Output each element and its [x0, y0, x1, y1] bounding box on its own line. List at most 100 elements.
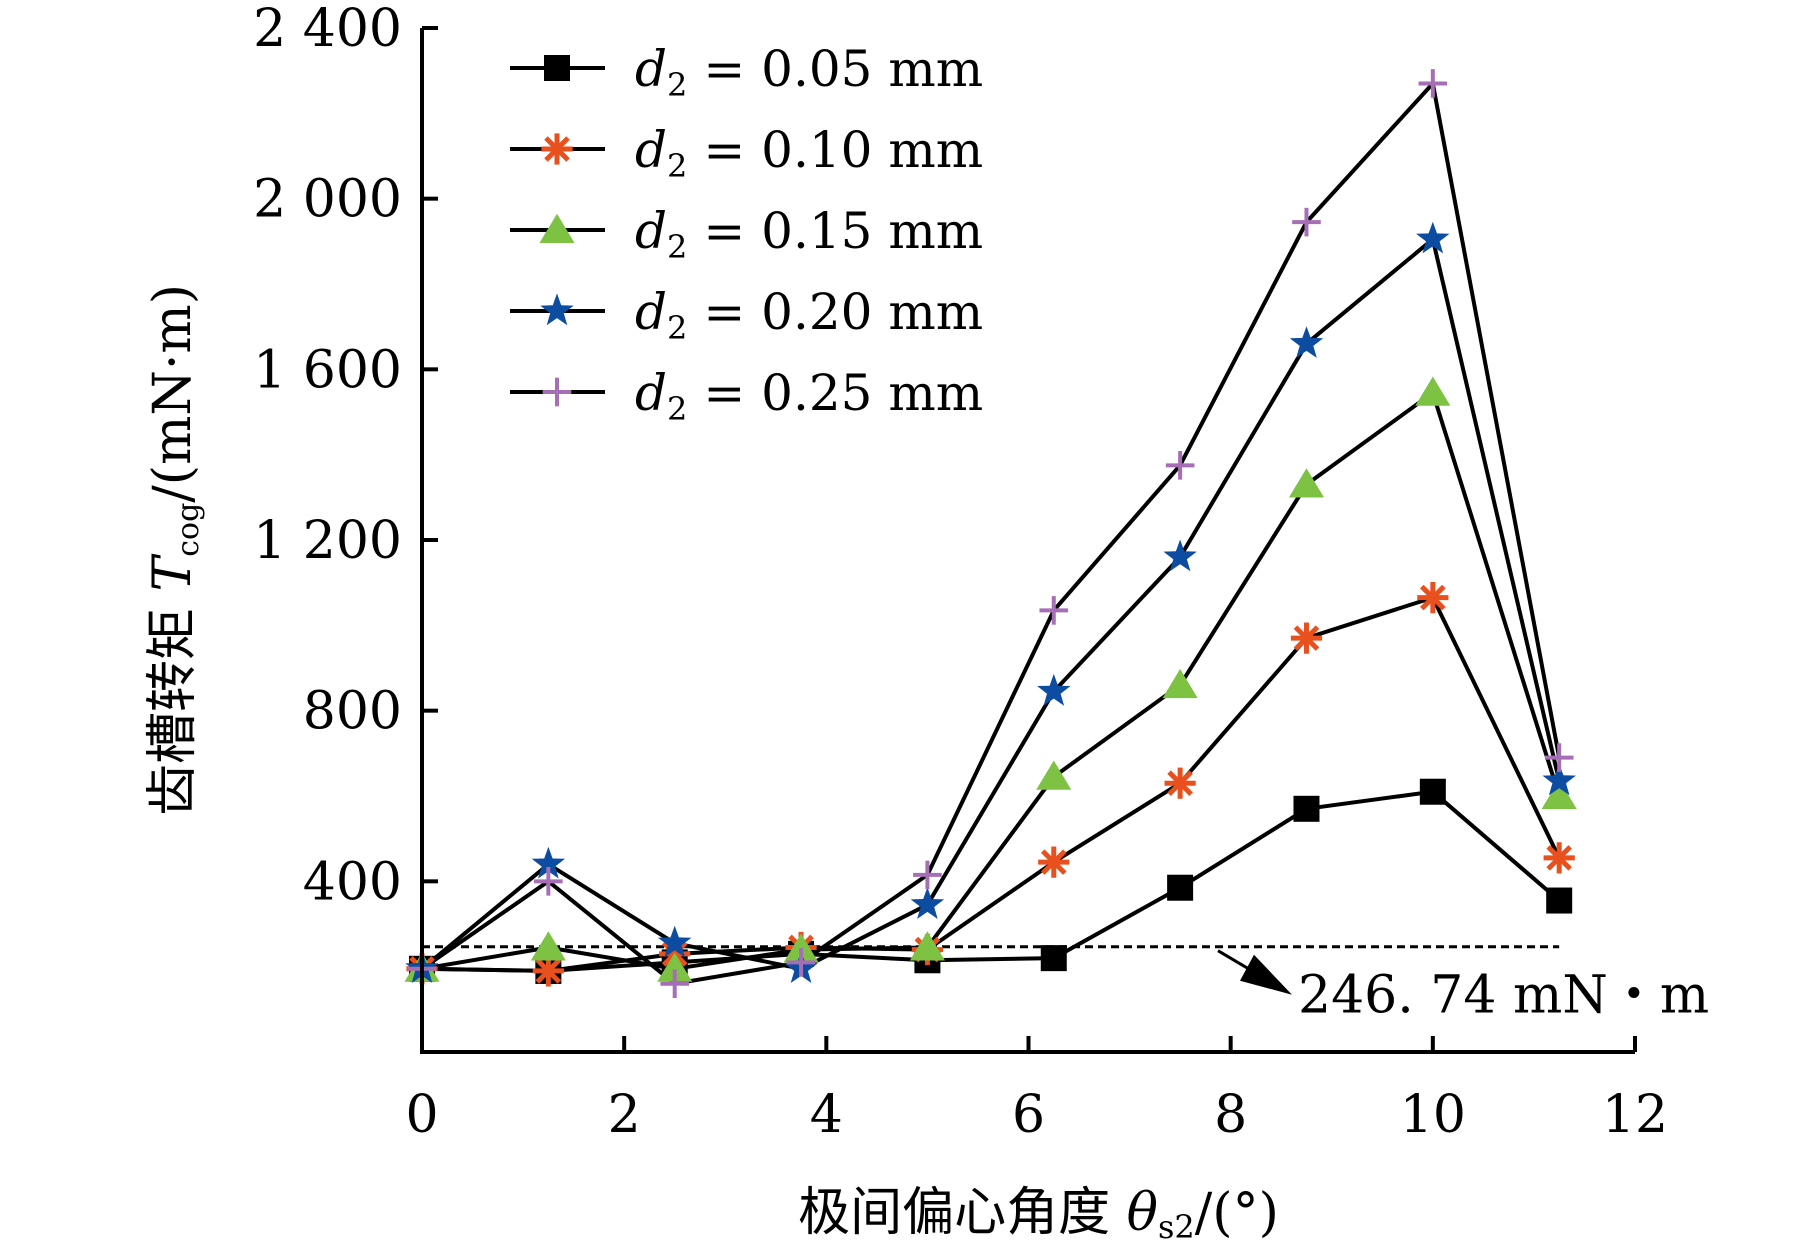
y-axis-title-symbol: T	[143, 553, 203, 591]
data-point-star	[1289, 326, 1324, 358]
x-tick-label: 4	[810, 1085, 843, 1145]
data-point-plus	[1039, 596, 1069, 625]
legend-label-subscript: 2	[667, 309, 687, 347]
legend-label-text: = 0.20 mm	[703, 283, 983, 341]
data-point-plus	[913, 860, 942, 890]
y-axis-title-subscript: cog	[171, 503, 206, 557]
legend-label-text: = 0.05 mm	[703, 40, 983, 98]
y-tick-label: 400	[303, 852, 402, 912]
y-axis-title: 齿槽转矩 Tcog/(mN·m)	[143, 284, 206, 816]
data-point-star	[1163, 539, 1197, 572]
x-tick-label: 8	[1214, 1085, 1247, 1145]
legend-label-subscript: 2	[667, 228, 687, 266]
asterisk-stroke	[1040, 849, 1067, 875]
legend-label-symbol: d	[635, 40, 667, 98]
legend-label-symbol: d	[635, 283, 667, 341]
asterisk-stroke	[1293, 625, 1320, 651]
data-point-triangle	[783, 933, 819, 963]
x-axis-title-prefix: 极间偏心角度	[798, 1183, 1127, 1243]
asterisk-stroke	[1546, 845, 1572, 871]
asterisk-stroke	[1420, 584, 1446, 611]
data-point-star	[531, 846, 565, 879]
x-tick-label: 2	[608, 1085, 641, 1145]
series-lines	[420, 81, 1562, 986]
legend-label: d2 = 0.25 mm	[635, 364, 983, 428]
reference-arrowhead	[1240, 954, 1292, 995]
legend-marker-plus	[542, 377, 572, 407]
data-point-star	[1542, 763, 1576, 796]
x-tick-label: 10	[1400, 1085, 1466, 1145]
data-point-triangle	[909, 931, 945, 961]
y-tick-label: 1 600	[253, 340, 402, 400]
data-point-square	[1293, 795, 1320, 822]
asterisk-stroke	[544, 136, 570, 162]
legend-label-subscript: 2	[667, 147, 687, 185]
data-point-square	[1167, 874, 1194, 901]
y-tick-label: 1 200	[253, 511, 402, 571]
series-markers	[404, 69, 1577, 999]
y-tick-label: 2 400	[253, 0, 402, 59]
data-point-star	[1416, 221, 1450, 254]
x-axis-title: 极间偏心角度 θs2/(°)	[798, 1183, 1279, 1246]
asterisk-stroke	[535, 958, 562, 984]
legend-label: d2 = 0.05 mm	[635, 40, 983, 104]
legend-label-symbol: d	[635, 364, 667, 422]
data-point-asterisk	[1417, 582, 1449, 614]
series-line-2	[421, 595, 1561, 973]
data-point-asterisk	[532, 955, 564, 987]
series-line-4	[420, 237, 1562, 971]
data-point-asterisk	[1543, 842, 1575, 874]
y-tick-label: 800	[303, 682, 402, 742]
legend-label-text: = 0.15 mm	[703, 202, 983, 260]
x-tick-label: 6	[1012, 1085, 1045, 1145]
data-point-asterisk	[1164, 767, 1196, 799]
data-point-star	[1037, 673, 1071, 706]
data-point-plus	[534, 867, 563, 896]
x-axis-title-symbol: θ	[1127, 1183, 1158, 1243]
data-point-plus	[1544, 743, 1574, 772]
legend-label: d2 = 0.15 mm	[635, 202, 983, 266]
legend-label-text: = 0.10 mm	[703, 121, 983, 179]
y-axis-title-prefix: 齿槽转矩	[143, 591, 203, 816]
x-axis-title-subscript: s2	[1158, 1208, 1195, 1246]
legend-label: d2 = 0.20 mm	[635, 283, 983, 347]
legend-marker-asterisk	[541, 133, 573, 165]
data-point-plus	[660, 969, 690, 999]
legend-label-subscript: 2	[667, 390, 687, 428]
series-line-3	[421, 390, 1562, 971]
data-point-square	[1040, 945, 1067, 972]
data-point-triangle	[530, 931, 566, 961]
data-point-plus	[1165, 451, 1195, 480]
legend-marker-square	[544, 55, 570, 81]
data-point-asterisk	[1290, 622, 1323, 654]
legend-label-subscript: 2	[667, 66, 687, 104]
data-point-asterisk	[1038, 846, 1070, 878]
series-line-5	[420, 81, 1562, 986]
data-point-plus	[1292, 207, 1321, 237]
series-line-1	[421, 789, 1561, 973]
asterisk-stroke	[1167, 770, 1193, 796]
legend-label-text: = 0.25 mm	[703, 364, 983, 422]
reference-line	[422, 945, 1560, 995]
data-point-star	[658, 925, 692, 958]
x-axis-title-suffix: /(°)	[1195, 1183, 1279, 1243]
data-point-square	[1419, 778, 1446, 805]
legend-marker-triangle	[539, 213, 575, 243]
legend-label-symbol: d	[635, 202, 667, 260]
data-point-triangle	[1415, 376, 1451, 406]
y-axis-title-suffix: /(mN·m)	[143, 284, 203, 503]
data-point-triangle	[1288, 468, 1325, 498]
y-tick-label: 2 000	[253, 170, 402, 230]
legend-label-symbol: d	[635, 121, 667, 179]
x-tick-label: 0	[405, 1085, 438, 1145]
axes	[420, 26, 1637, 1054]
data-point-triangle	[1541, 779, 1577, 809]
legend-label: d2 = 0.10 mm	[635, 121, 983, 185]
data-point-triangle	[1162, 668, 1198, 699]
data-point-triangle	[1036, 760, 1072, 790]
data-point-square	[1546, 887, 1573, 914]
data-point-plus	[786, 948, 816, 977]
reference-line-label: 246. 74 mN・m	[1298, 966, 1709, 1026]
